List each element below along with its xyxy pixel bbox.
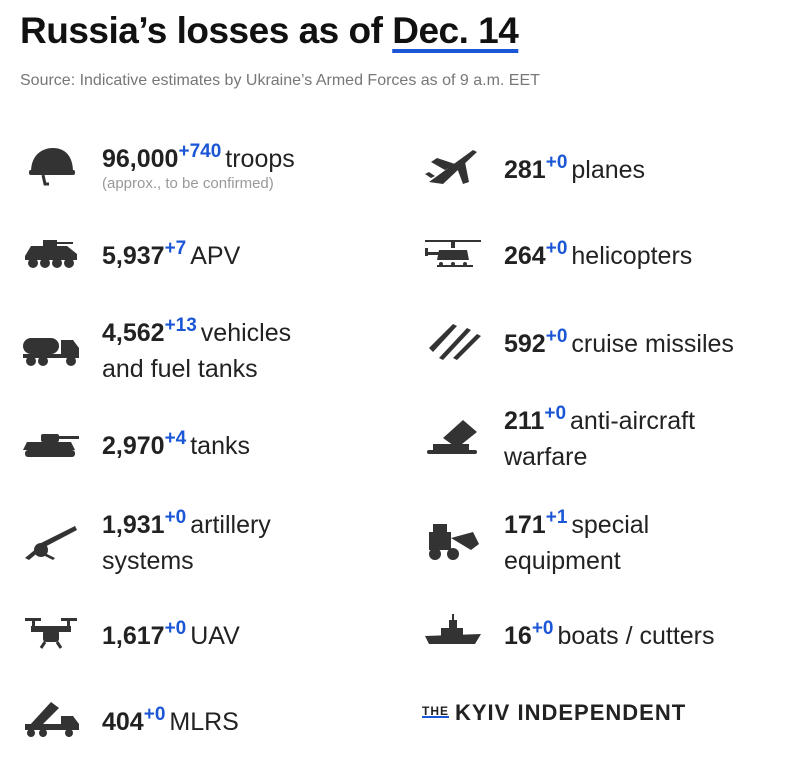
artillery-icon: [20, 516, 82, 564]
drone-icon: [20, 608, 82, 656]
artillery-label-2: systems: [102, 547, 194, 575]
brand-logo: THE KYIV INDEPENDENT: [422, 700, 686, 726]
special-equipment-value: 171: [504, 511, 546, 539]
source-note: Source: Indicative estimates by Ukraine’…: [20, 72, 540, 89]
fuel-truck-icon: [20, 324, 82, 372]
special-equipment-label-2: equipment: [504, 547, 621, 575]
mlrs-value: 404: [102, 707, 144, 736]
vehicles-delta: +13: [164, 315, 197, 336]
tank-icon: [20, 418, 82, 466]
tanks-label: tanks: [190, 431, 250, 460]
boats-value: 16: [504, 621, 532, 650]
loss-item-special-equipment: 171+1 special equipment: [422, 500, 649, 579]
planes-delta: +0: [545, 151, 568, 173]
anti-aircraft-icon: [422, 412, 484, 460]
artillery-delta: +0: [164, 507, 187, 528]
tanks-value: 2,970: [102, 431, 165, 460]
mlrs-icon: [20, 694, 82, 742]
jet-icon: [422, 142, 484, 190]
special-equipment-label: special: [571, 511, 650, 539]
vehicles-label-2: and fuel tanks: [102, 355, 258, 383]
special-equipment-icon: [422, 516, 484, 564]
loss-item-mlrs: 404+0 MLRS: [20, 694, 239, 742]
planes-value: 281: [504, 155, 546, 184]
loss-item-troops: 96,000+740 troops (approx., to be confirm…: [20, 134, 295, 193]
loss-item-tanks: 2,970+4 tanks: [20, 418, 250, 466]
anti-aircraft-label: anti-aircraft: [570, 407, 696, 435]
loss-item-boats: 16+0 boats / cutters: [422, 608, 715, 656]
helicopters-delta: +0: [545, 237, 568, 259]
missiles-icon: [422, 316, 484, 364]
mlrs-delta: +0: [143, 703, 166, 725]
artillery-label: artillery: [190, 511, 271, 539]
tanks-delta: +4: [164, 427, 187, 449]
mlrs-label: MLRS: [169, 707, 239, 736]
boat-icon: [422, 608, 484, 656]
anti-aircraft-label-2: warfare: [504, 443, 588, 471]
troops-note: (approx., to be confirmed): [102, 175, 274, 192]
helicopters-value: 264: [504, 241, 546, 270]
uav-delta: +0: [164, 617, 187, 639]
vehicles-value: 4,562: [102, 319, 165, 347]
loss-item-cruise-missiles: 592+0 cruise missiles: [422, 316, 734, 364]
vehicles-label: vehicles: [200, 319, 292, 347]
loss-item-helicopters: 264+0 helicopters: [422, 228, 692, 276]
title-prefix: Russia’s losses as of: [20, 10, 383, 51]
troops-value: 96,000: [102, 145, 179, 173]
cruise-missiles-delta: +0: [545, 325, 568, 347]
apv-icon: [20, 228, 82, 276]
helicopters-label: helicopters: [571, 241, 693, 270]
planes-label: planes: [571, 155, 646, 184]
helicopter-icon: [422, 228, 484, 276]
page-title: Russia’s losses as of Dec. 14: [20, 10, 519, 52]
apv-value: 5,937: [102, 241, 165, 270]
anti-aircraft-value: 211: [504, 407, 545, 435]
boats-delta: +0: [531, 617, 554, 639]
brand-the: THE: [422, 704, 449, 718]
loss-item-anti-aircraft: 211+0 anti-aircraft warfare: [422, 396, 695, 475]
helmet-icon: [20, 140, 82, 188]
anti-aircraft-delta: +0: [544, 403, 567, 424]
uav-value: 1,617: [102, 621, 165, 650]
troops-label: troops: [225, 145, 295, 173]
special-equipment-delta: +1: [545, 507, 568, 528]
title-date: Dec. 14: [392, 10, 519, 51]
loss-item-uav: 1,617+0 UAV: [20, 608, 240, 656]
boats-label: boats / cutters: [557, 621, 715, 650]
cruise-missiles-label: cruise missiles: [571, 329, 734, 358]
loss-item-planes: 281+0 planes: [422, 142, 645, 190]
cruise-missiles-value: 592: [504, 329, 546, 358]
loss-item-vehicles: 4,562+13 vehicles and fuel tanks: [20, 308, 291, 387]
brand-name: KYIV INDEPENDENT: [455, 700, 687, 725]
troops-delta: +740: [178, 141, 222, 162]
apv-label: APV: [190, 241, 241, 270]
apv-delta: +7: [164, 237, 187, 259]
artillery-value: 1,931: [102, 511, 165, 539]
uav-label: UAV: [190, 621, 240, 650]
loss-item-artillery: 1,931+0 artillery systems: [20, 500, 271, 579]
loss-item-apv: 5,937+7 APV: [20, 228, 240, 276]
